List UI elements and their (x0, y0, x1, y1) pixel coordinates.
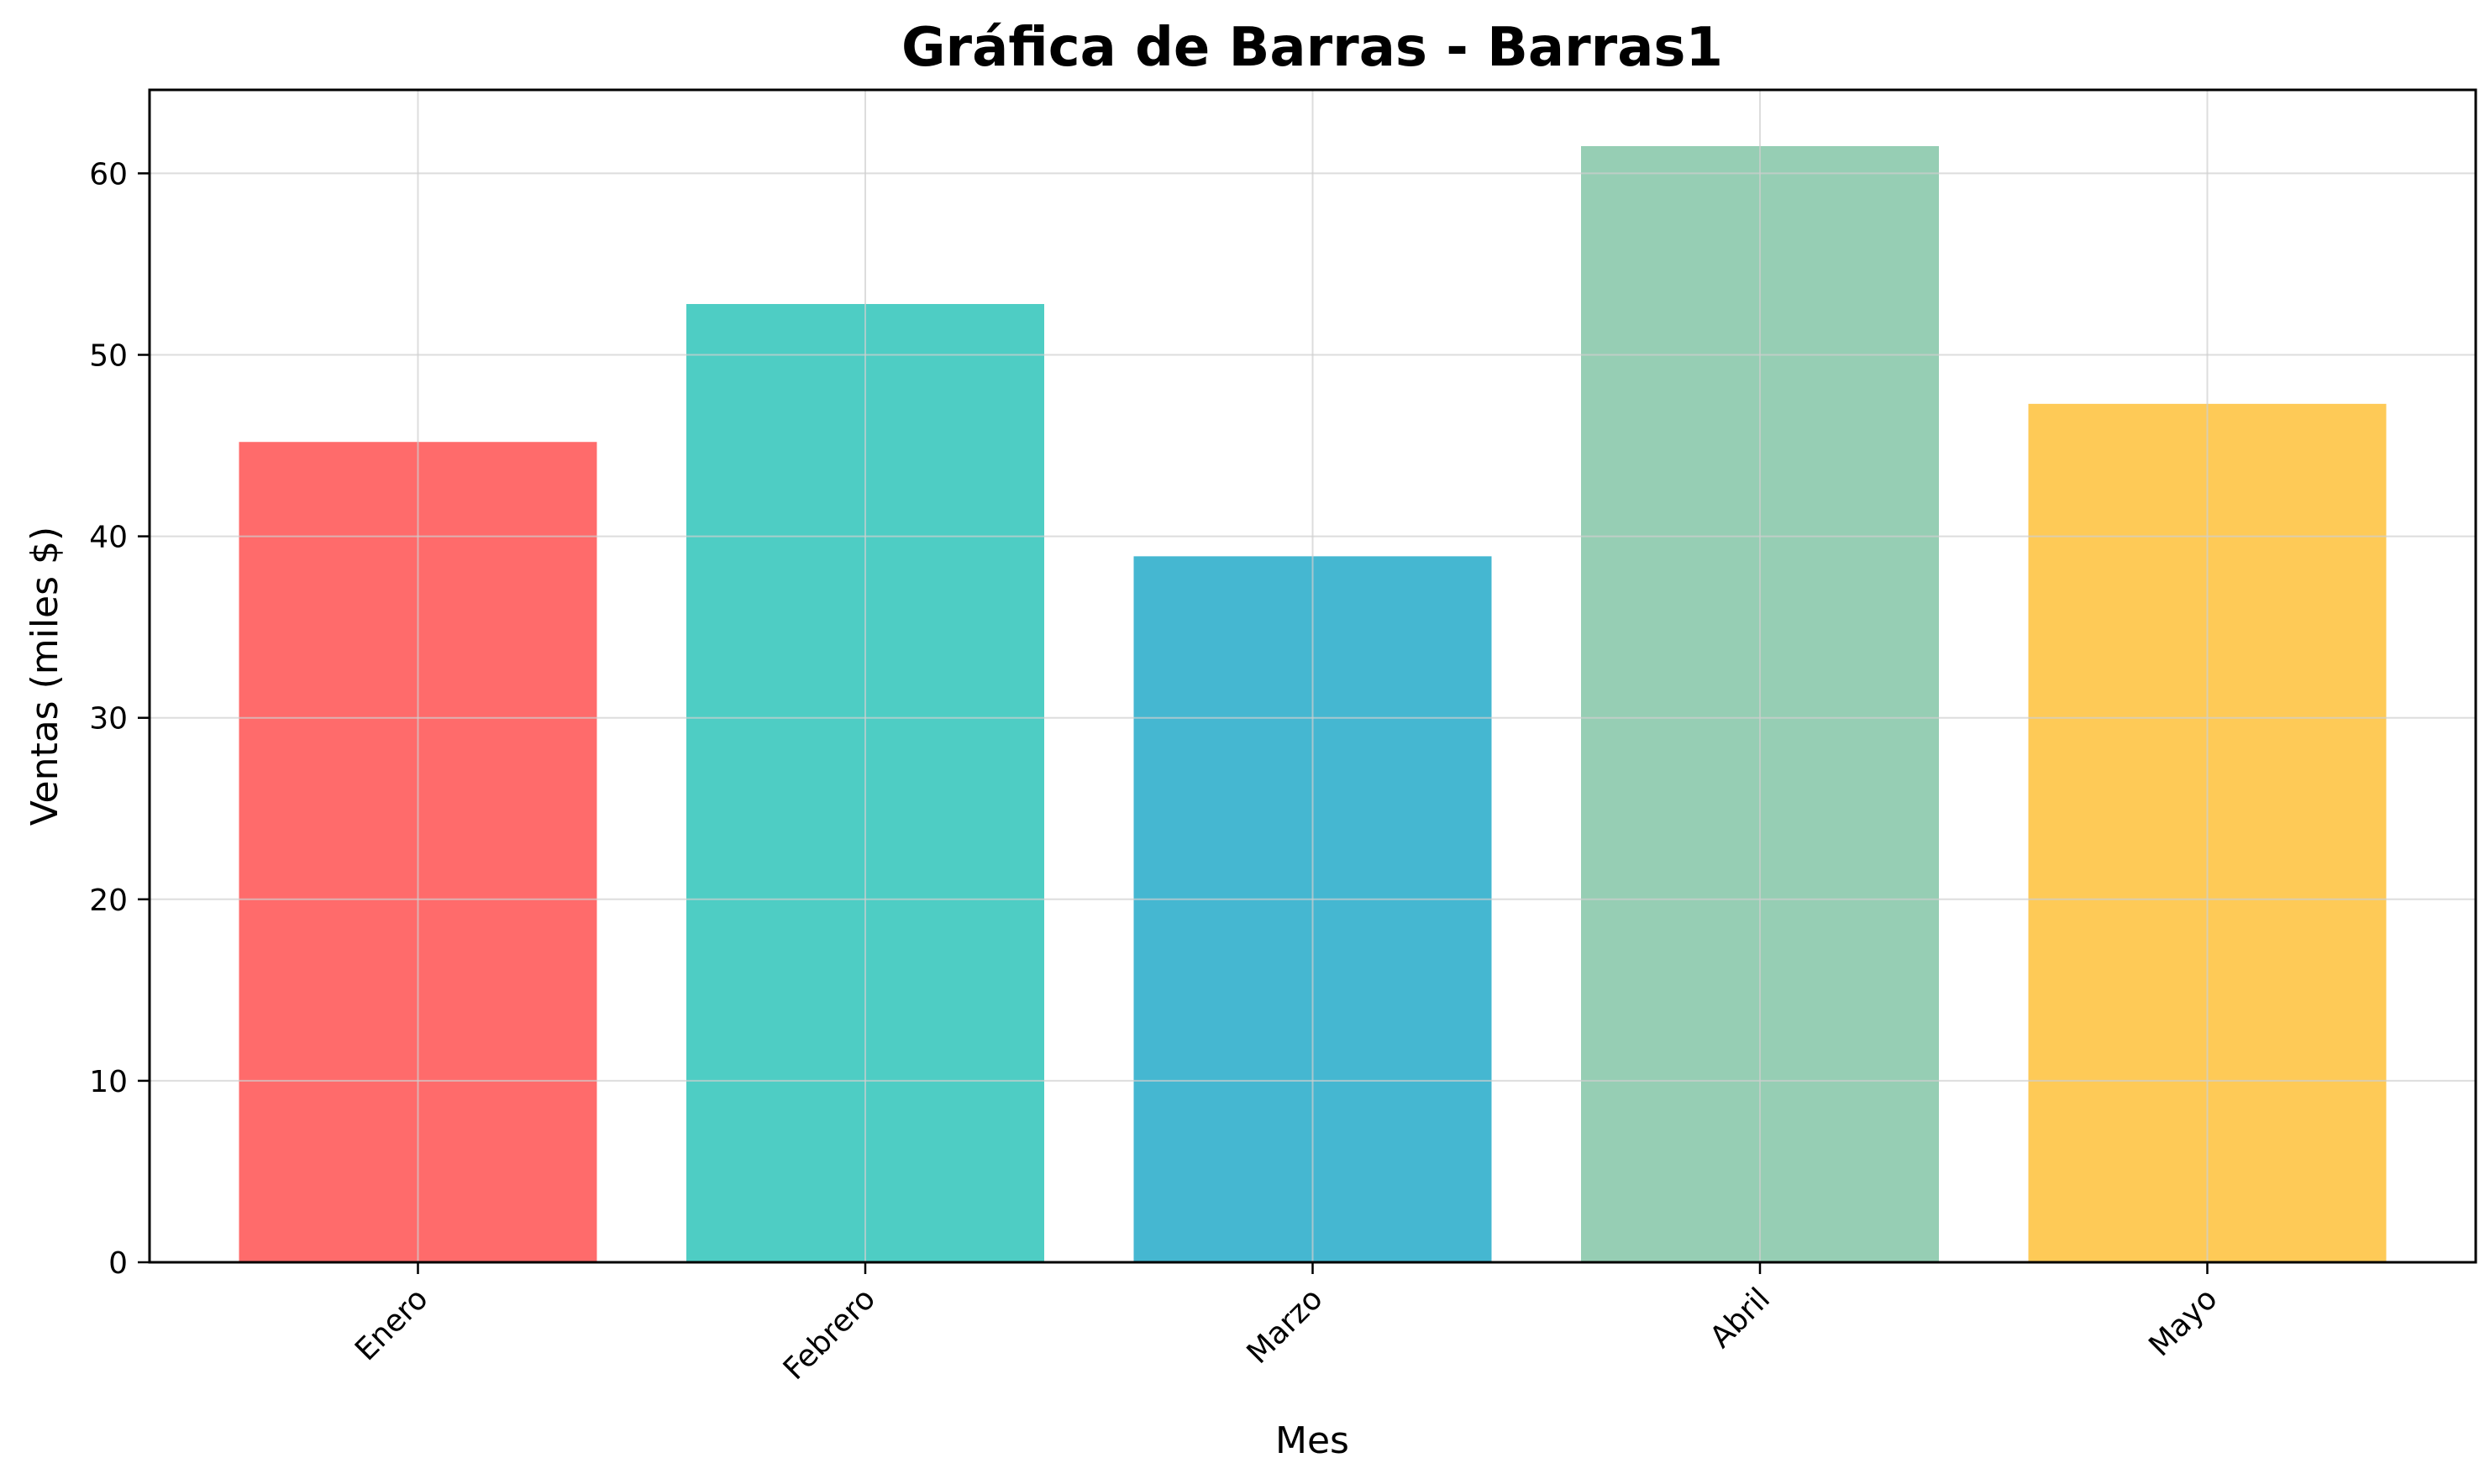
x-tick-label: Febrero (777, 1282, 882, 1387)
y-tick-label: 50 (89, 339, 128, 374)
y-tick-label: 10 (89, 1065, 128, 1099)
x-axis: Enero Febrero Marzo Abril Mayo (349, 1262, 2225, 1387)
x-tick-label: Enero (349, 1282, 434, 1367)
x-tick-label: Abril (1704, 1282, 1777, 1355)
x-axis-label: Mes (1275, 1419, 1349, 1462)
y-tick-label: 20 (89, 884, 128, 918)
y-tick-label: 0 (108, 1246, 128, 1281)
y-axis: 0 10 20 30 40 50 60 (89, 157, 150, 1281)
y-axis-label: Ventas (miles $) (24, 527, 66, 826)
y-tick-label: 40 (89, 521, 128, 555)
x-tick-label: Mayo (2142, 1282, 2224, 1363)
y-tick-label: 60 (89, 157, 128, 191)
x-tick-label: Marzo (1241, 1282, 1330, 1371)
y-tick-label: 30 (89, 702, 128, 737)
grid (150, 90, 2476, 1263)
chart-title: Gráfica de Barras - Barras1 (901, 17, 1723, 79)
